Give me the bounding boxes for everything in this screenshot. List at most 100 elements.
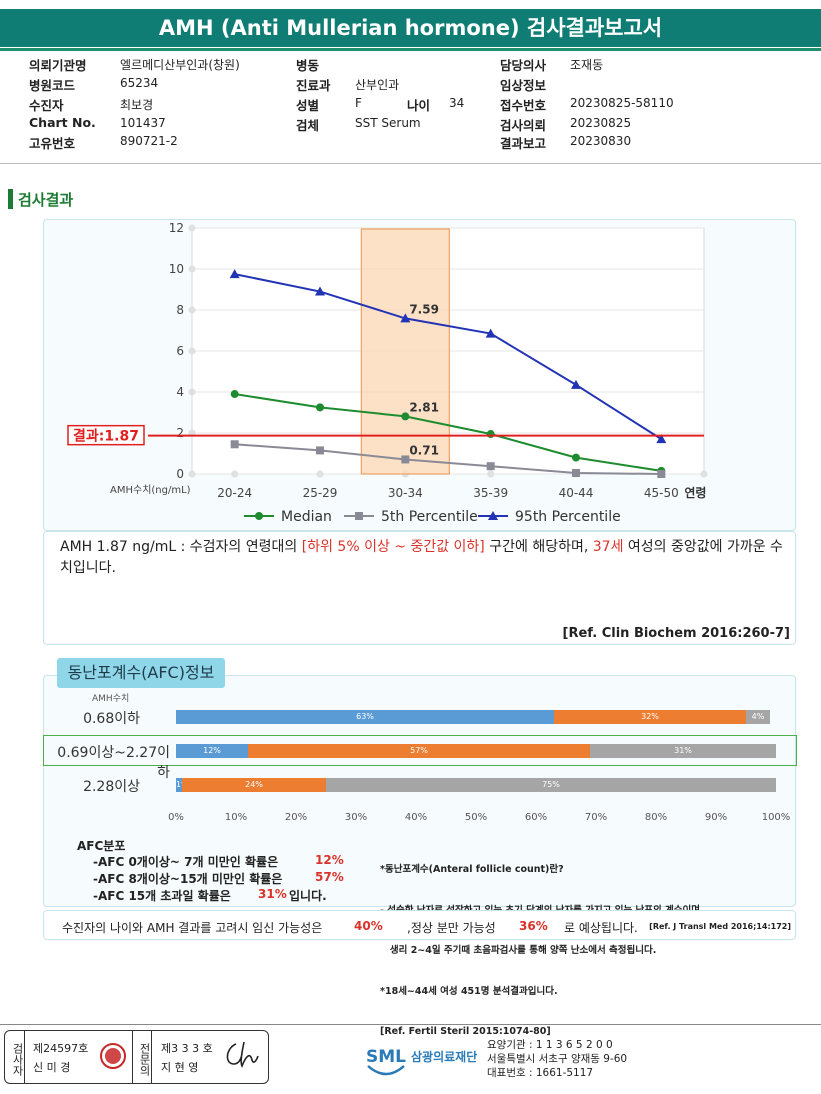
series-point (230, 390, 239, 399)
afc-col-header: AMH수치 (92, 694, 130, 704)
info-value: 20230825-58110 (570, 96, 674, 110)
grid-dot (188, 306, 196, 314)
org-code: 요양기관 : 1 1 3 6 5 2 0 0 (487, 1039, 613, 1051)
summary-text: AMH 1.87 ng/mL : 수검자의 연령대의 [하위 5% 이상 ~ 중… (60, 537, 790, 579)
series-point (230, 440, 239, 449)
summary-part: 구간에 해당하며, (484, 539, 593, 555)
series-point (316, 403, 324, 412)
afc-bar: 63% 32% 4% (176, 710, 776, 724)
info-value: 산부인과 (355, 78, 400, 92)
afc-axis-tick: 80% (644, 812, 668, 823)
afc-axis-tick: 40% (404, 812, 428, 823)
sml-logo-text: SML (366, 1047, 406, 1067)
grid-dot (231, 470, 239, 478)
age-highlight-band (360, 228, 450, 475)
pregnancy-pct: 40% (354, 919, 383, 933)
info-value: F (355, 96, 362, 110)
grid-dot (316, 470, 324, 478)
inspector-no: 제24597호 (33, 1042, 89, 1055)
info-label: Chart No. (29, 115, 96, 130)
data-label: 2.81 (409, 400, 439, 414)
y-tick-label: 6 (176, 344, 184, 358)
afc-note: *18세~44세 여성 451명 분석결과입니다. (380, 985, 558, 997)
afc-axis-tick: 50% (464, 812, 488, 823)
legend-label: 5th Percentile (381, 509, 478, 525)
afc-row-label: 0.68이하 (83, 711, 140, 727)
series-point (657, 470, 666, 478)
signature-box (4, 1030, 269, 1084)
afc-segment: 24% (182, 778, 326, 792)
info-label: 고유번호 (29, 136, 76, 151)
x-tick-label: 45-50 (644, 486, 679, 500)
info-label: 병동 (296, 58, 320, 73)
x-tick-label: 20-24 (217, 486, 252, 500)
afc-segment: 12% (176, 744, 248, 758)
afc-segment: 32% (554, 710, 746, 724)
pregnancy-pct: 36% (519, 919, 548, 933)
specialist-no: 제3 3 3 호 (161, 1042, 213, 1055)
series-line (234, 273, 662, 440)
afc-bar: 1%24%75% (176, 778, 776, 792)
series-point (229, 269, 240, 279)
info-label: 성별 (296, 98, 320, 113)
info-value: 최보경 (120, 98, 154, 112)
series-point (401, 455, 410, 464)
x-axis-suffix: 연령 (684, 485, 706, 500)
series-point (400, 313, 411, 323)
info-label: 나이 (407, 98, 431, 113)
grid-dot (188, 224, 196, 232)
afc-axis-tick: 70% (584, 812, 608, 823)
info-label: 담당의사 (500, 58, 547, 73)
afc-segment: 75% (326, 778, 776, 792)
afc-row-label: 2.28이상 (83, 779, 140, 795)
afc-dist-tail: 입니다. (289, 889, 327, 903)
info-value: 101437 (120, 116, 166, 130)
org-info: 요양기관 : 1 1 3 6 5 2 0 0 서울특별시 서초구 양재동 9-6… (487, 1038, 627, 1080)
result-line-group: 결과:1.87 (67, 424, 704, 446)
grid-dot (188, 347, 196, 355)
series-point (401, 412, 410, 421)
pregnancy-part: 수진자의 나이와 AMH 결과를 고려시 임신 가능성은 (62, 921, 323, 935)
afc-row-label: 0.69이상~2.27이하 (57, 745, 170, 781)
series-point (572, 468, 580, 477)
afc-axis-tick: 90% (704, 812, 728, 823)
y-tick-label: 4 (176, 385, 184, 399)
report-title: AMH (Anti Mullerian hormone) 검사결과보고서 (0, 9, 821, 47)
legend-label: Median (281, 509, 332, 525)
afc-segment: 31% (590, 744, 776, 758)
info-label: 의뢰기관명 (29, 58, 87, 73)
info-value: 엘르메디산부인과(창원) (120, 58, 240, 72)
legend-marker (355, 512, 363, 520)
series-point (486, 462, 495, 471)
afc-dist-pct: 31% (258, 887, 287, 901)
afc-dist-text: -AFC 8개이상~15개 미만인 확률은 (93, 872, 283, 886)
specialist-name: 지 현 영 (161, 1061, 199, 1074)
afc-bar: 12% 57% 31% (176, 744, 776, 758)
y-axis-title: AMH수치(ng/mL) (110, 484, 191, 496)
summary-part: 여성의 중앙값에 가까운 수치입니다. (60, 539, 783, 576)
afc-segment: 1% (176, 778, 182, 792)
legend-marker (488, 511, 498, 520)
summary-part: AMH 1.87 ng/mL : 수검자의 연령대의 (60, 539, 302, 555)
afc-dist-text: -AFC 0개이상~ 7개 미만인 확률은 (93, 855, 279, 869)
legend-marker (255, 512, 263, 520)
header-divider (0, 48, 821, 51)
info-label: 진료과 (296, 78, 331, 93)
afc-dist-pct: 57% (315, 870, 344, 884)
afc-highlight-row (43, 735, 797, 766)
series-point (315, 286, 325, 296)
afc-dist-line: -AFC 0개이상~ 7개 미만인 확률은 12% (93, 853, 344, 870)
info-label: 검사의뢰 (500, 118, 547, 133)
series-point (571, 379, 581, 389)
pregnancy-panel (43, 910, 796, 940)
afc-axis-tick: 10% (224, 812, 248, 823)
series-1 (230, 440, 666, 478)
info-label: 결과보고 (500, 136, 547, 151)
inspector-name: 신 미 경 (33, 1061, 71, 1074)
info-value: 65234 (120, 76, 159, 90)
x-axis-ticks: 20-24 25-29 30-34 35-39 40-44 45-50 연령 (217, 485, 706, 500)
section-marker (8, 189, 13, 209)
afc-dist-text: -AFC 15개 초과일 확률은 (93, 889, 231, 903)
result-label: 결과:1.87 (73, 428, 139, 445)
afc-dist-title: AFC분포 (77, 839, 126, 853)
